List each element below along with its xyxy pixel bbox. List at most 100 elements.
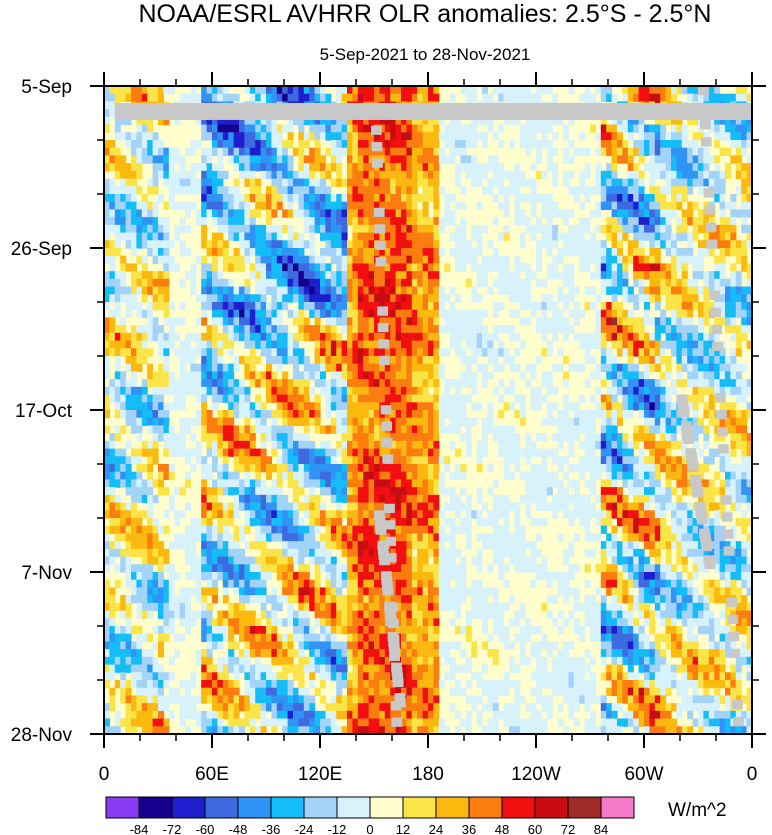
anomaly-cell bbox=[352, 263, 359, 272]
anomaly-cell bbox=[390, 217, 397, 226]
anomaly-cell bbox=[347, 217, 353, 226]
anomaly-cell bbox=[384, 255, 391, 265]
anomaly-cell bbox=[136, 309, 143, 319]
anomaly-cell bbox=[158, 386, 164, 396]
anomaly-cell bbox=[557, 433, 564, 442]
anomaly-cell bbox=[536, 487, 542, 496]
anomaly-cell bbox=[104, 140, 110, 149]
anomaly-cell bbox=[195, 340, 202, 349]
anomaly-cell bbox=[444, 155, 451, 164]
anomaly-cell bbox=[644, 356, 650, 365]
anomaly-cell bbox=[730, 433, 737, 442]
anomaly-cell bbox=[206, 240, 213, 249]
anomaly-cell bbox=[152, 209, 159, 218]
anomaly-cell bbox=[109, 309, 116, 319]
anomaly-cell bbox=[271, 178, 278, 187]
anomaly-cell bbox=[735, 240, 742, 249]
anomaly-cell bbox=[222, 116, 229, 126]
anomaly-cell bbox=[444, 379, 451, 388]
anomaly-cell bbox=[320, 302, 326, 311]
anomaly-cell bbox=[201, 402, 208, 411]
anomaly-cell bbox=[282, 471, 289, 481]
anomaly-cell bbox=[114, 224, 121, 234]
anomaly-cell bbox=[395, 155, 402, 164]
anomaly-cell bbox=[114, 170, 121, 180]
anomaly-cell bbox=[687, 209, 694, 218]
anomaly-cell bbox=[552, 255, 559, 265]
anomaly-cell bbox=[206, 332, 213, 342]
anomaly-cell bbox=[627, 448, 634, 457]
anomaly-cell bbox=[120, 332, 127, 342]
anomaly-cell bbox=[552, 494, 559, 504]
anomaly-cell bbox=[617, 155, 623, 164]
anomaly-cell bbox=[681, 248, 688, 257]
anomaly-cell bbox=[174, 263, 181, 272]
anomaly-cell bbox=[741, 132, 748, 141]
anomaly-cell bbox=[341, 309, 348, 319]
anomaly-cell bbox=[109, 86, 116, 95]
anomaly-cell bbox=[163, 178, 170, 187]
anomaly-cell bbox=[708, 217, 715, 226]
anomaly-cell bbox=[584, 93, 591, 103]
anomaly-cell bbox=[320, 340, 326, 349]
anomaly-cell bbox=[654, 224, 661, 234]
anomaly-cell bbox=[428, 332, 434, 342]
anomaly-cell bbox=[530, 178, 537, 187]
anomaly-cell bbox=[136, 386, 143, 396]
anomaly-cell bbox=[260, 402, 267, 411]
anomaly-cell bbox=[379, 433, 386, 442]
anomaly-cell bbox=[379, 286, 386, 295]
anomaly-cell bbox=[222, 86, 229, 95]
anomaly-cell bbox=[514, 410, 521, 419]
anomaly-cell bbox=[287, 394, 294, 403]
anomaly-cell bbox=[276, 132, 283, 141]
anomaly-cell bbox=[541, 194, 548, 203]
anomaly-cell bbox=[735, 93, 742, 103]
anomaly-cell bbox=[152, 440, 159, 450]
anomaly-cell bbox=[698, 224, 704, 234]
anomaly-cell bbox=[347, 263, 353, 272]
anomaly-cell bbox=[357, 487, 364, 496]
anomaly-cell bbox=[584, 379, 591, 388]
anomaly-cell bbox=[681, 163, 688, 172]
anomaly-cell bbox=[282, 386, 289, 396]
anomaly-cell bbox=[509, 309, 515, 319]
anomaly-cell bbox=[390, 248, 397, 257]
anomaly-cell bbox=[417, 147, 424, 157]
anomaly-cell bbox=[741, 440, 748, 450]
anomaly-cell bbox=[363, 464, 370, 473]
anomaly-cell bbox=[741, 93, 748, 103]
anomaly-cell bbox=[476, 340, 483, 349]
anomaly-cell bbox=[293, 448, 299, 457]
anomaly-cell bbox=[244, 170, 251, 180]
anomaly-cell bbox=[120, 402, 127, 411]
anomaly-cell bbox=[476, 332, 483, 342]
anomaly-cell bbox=[244, 456, 251, 465]
anomaly-cell bbox=[530, 132, 537, 141]
anomaly-cell bbox=[584, 186, 591, 195]
anomaly-cell bbox=[401, 309, 407, 319]
anomaly-cell bbox=[298, 147, 305, 157]
anomaly-cell bbox=[141, 286, 148, 295]
anomaly-cell bbox=[384, 132, 391, 141]
anomaly-cell bbox=[233, 494, 240, 504]
anomaly-cell bbox=[190, 448, 197, 457]
anomaly-cell bbox=[374, 371, 380, 380]
anomaly-cell bbox=[514, 394, 521, 403]
anomaly-cell bbox=[347, 271, 353, 280]
anomaly-cell bbox=[692, 147, 699, 157]
anomaly-cell bbox=[158, 464, 164, 473]
anomaly-cell bbox=[136, 232, 143, 241]
anomaly-cell bbox=[185, 209, 191, 218]
anomaly-cell bbox=[638, 240, 645, 249]
anomaly-cell bbox=[714, 348, 721, 357]
anomaly-cell bbox=[449, 494, 456, 504]
anomaly-cell bbox=[384, 479, 391, 488]
anomaly-cell bbox=[293, 93, 299, 103]
anomaly-cell bbox=[163, 263, 170, 272]
anomaly-cell bbox=[638, 124, 645, 133]
anomaly-cell bbox=[228, 116, 235, 126]
anomaly-cell bbox=[687, 309, 694, 319]
anomaly-cell bbox=[352, 163, 359, 172]
anomaly-cell bbox=[347, 317, 353, 326]
